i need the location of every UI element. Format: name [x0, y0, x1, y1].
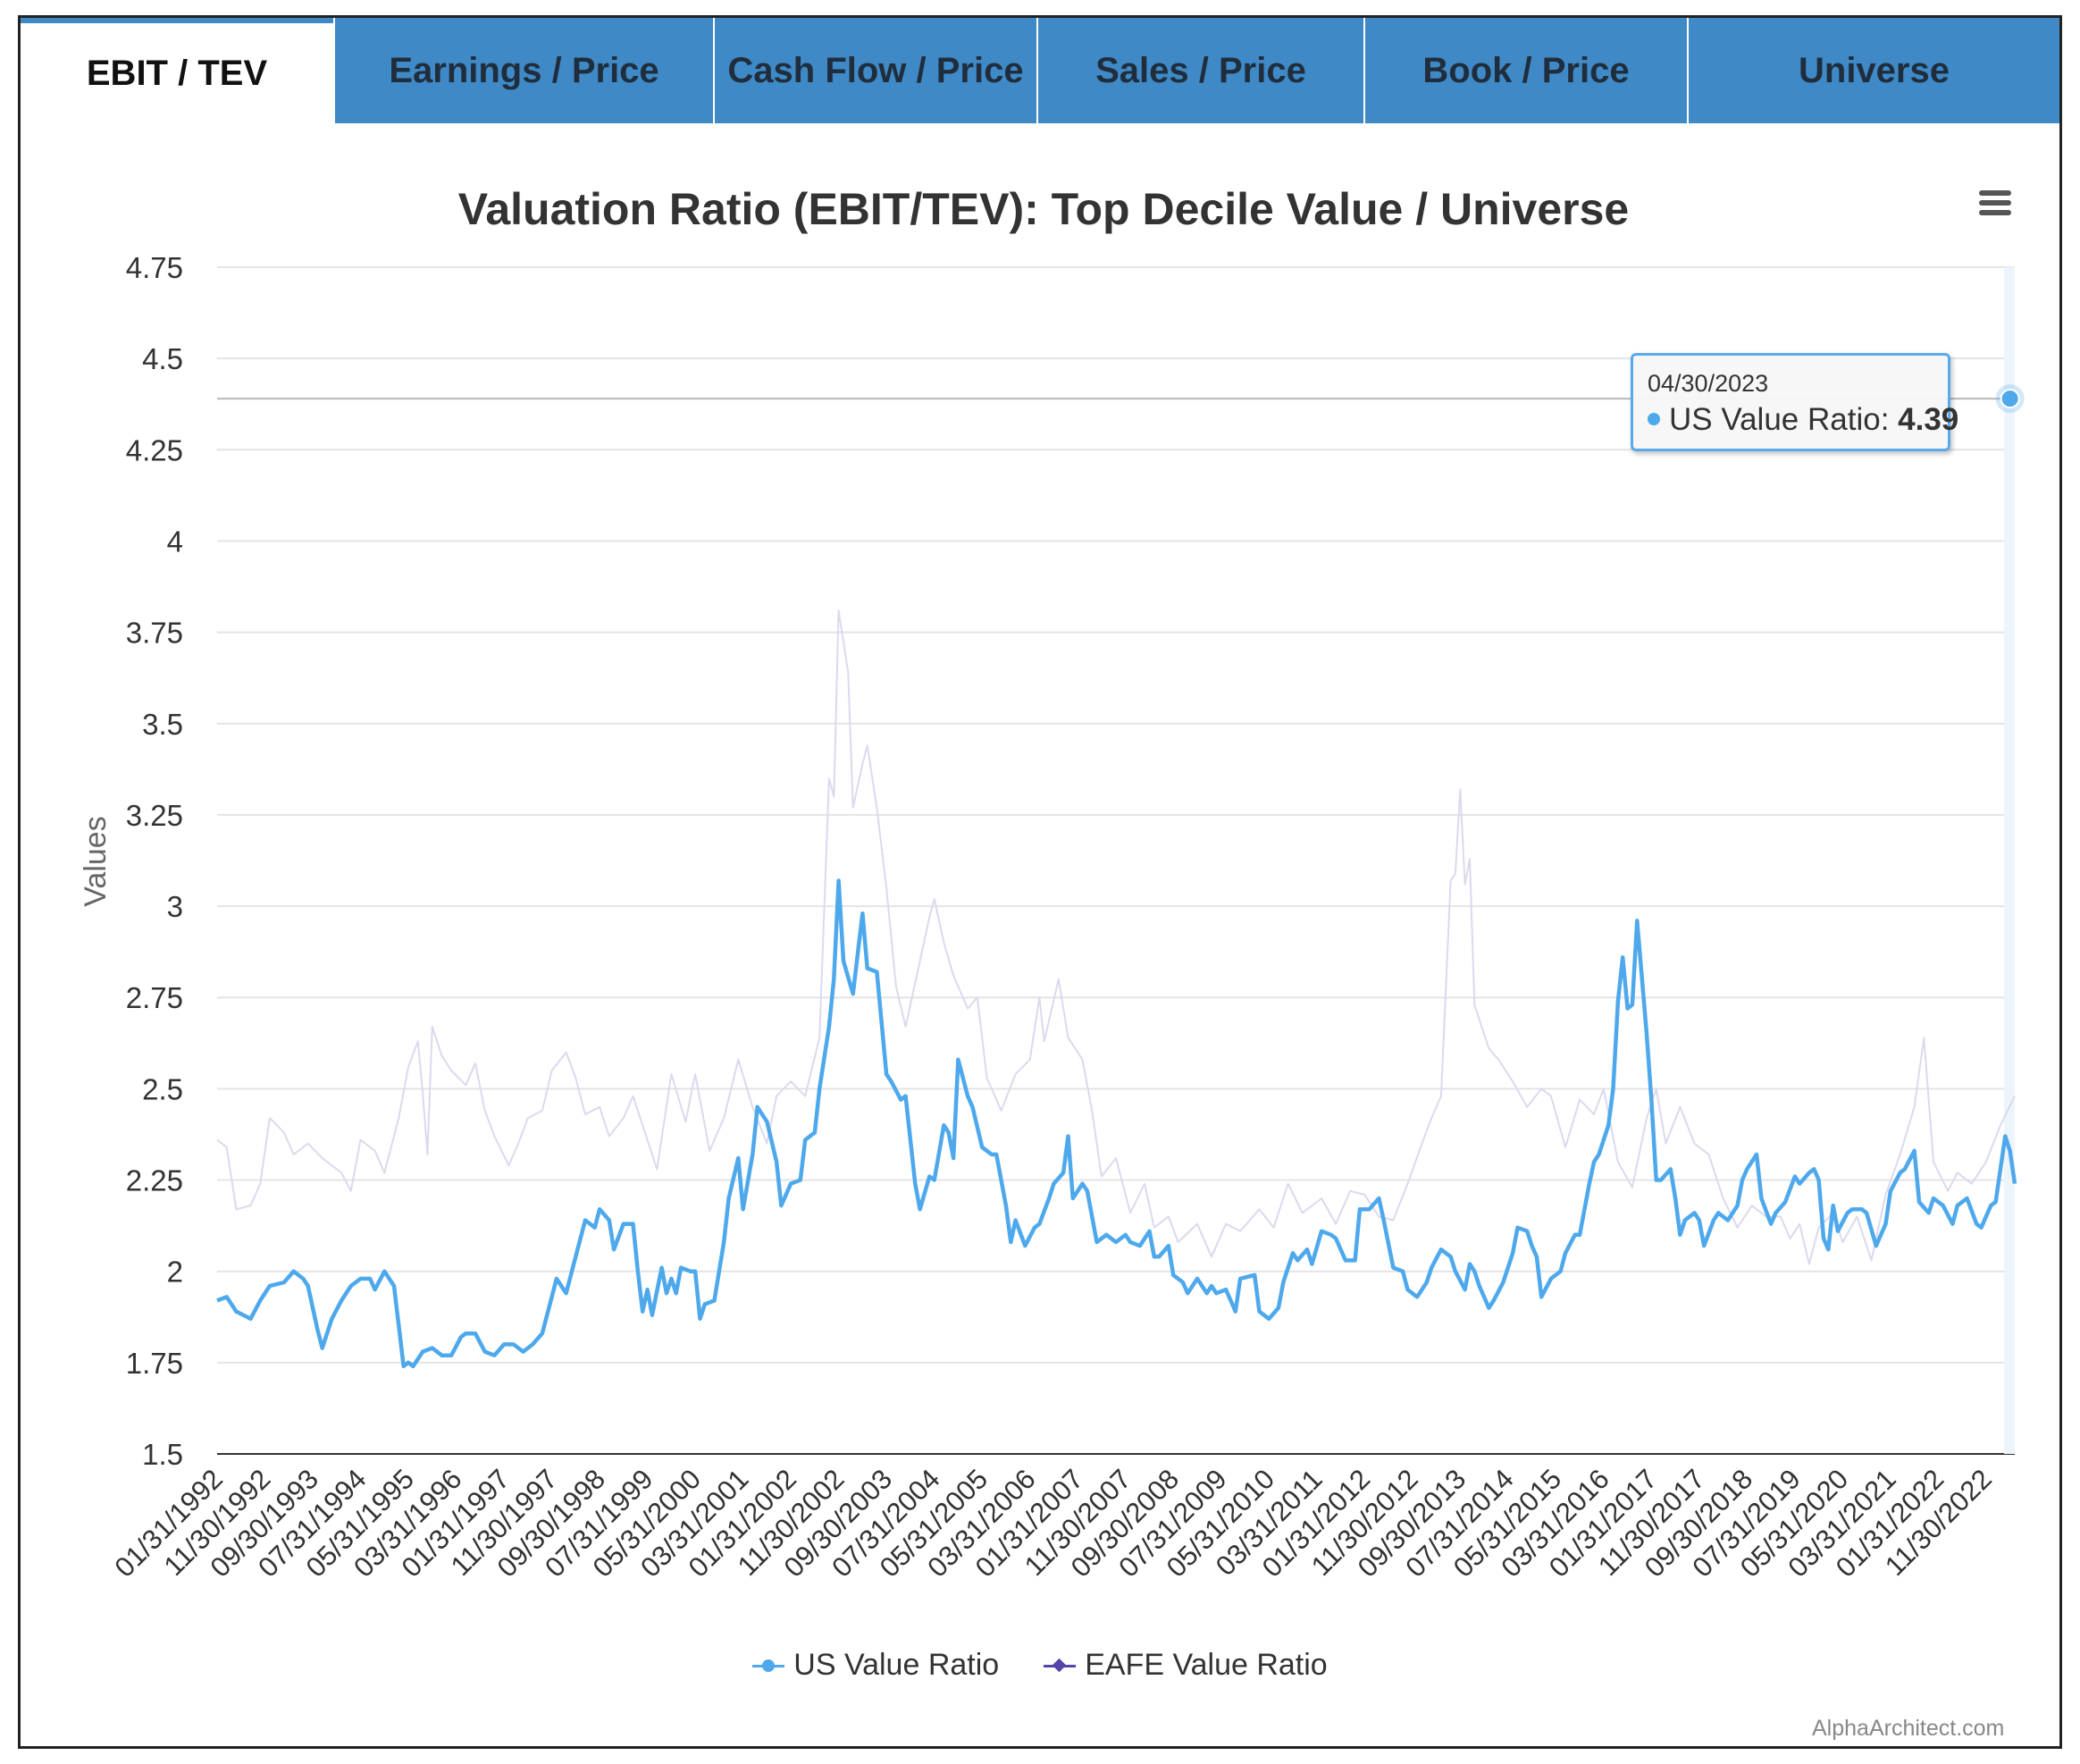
y-tick-label: 3.25 — [126, 799, 183, 832]
y-tick-label: 3 — [167, 890, 183, 923]
hamburger-menu-icon[interactable] — [1973, 184, 2017, 225]
tab-book-price[interactable]: Book / Price — [1363, 18, 1687, 123]
series-line-eafe[interactable] — [216, 609, 2016, 1265]
series-line-us[interactable] — [216, 878, 2017, 1369]
tab-earnings-price[interactable]: Earnings / Price — [333, 18, 713, 123]
chart-svg: Valuation Ratio (EBIT/TEV): Top Decile V… — [79, 184, 2025, 1583]
legend-item-eafe[interactable]: EAFE Value Ratio — [1044, 1648, 1328, 1683]
tab-universe[interactable]: Universe — [1687, 18, 2059, 123]
grid-lines — [217, 266, 2015, 1455]
y-tick-label: 2.5 — [142, 1072, 183, 1105]
chart-legend: US Value Ratio EAFE Value Ratio — [21, 1648, 2059, 1683]
y-axis-title: Values — [79, 816, 113, 906]
y-tick-label: 4.25 — [126, 433, 183, 466]
legend-label-us: US Value Ratio — [793, 1648, 1000, 1682]
y-tick-label: 1.75 — [126, 1347, 183, 1380]
y-tick-label: 2 — [167, 1256, 183, 1289]
series-layer — [216, 267, 2025, 1454]
y-tick-label: 2.75 — [126, 981, 183, 1014]
y-tick-label: 3.75 — [126, 617, 183, 650]
tooltip-series-label: US Value Ratio: — [1669, 402, 1899, 437]
tab-ebit-tev[interactable]: EBIT / TEV — [21, 18, 333, 123]
legend-circle-marker-icon — [752, 1657, 785, 1675]
y-tick-label: 2.25 — [126, 1164, 183, 1197]
credits-link[interactable]: AlphaArchitect.com — [1812, 1716, 2005, 1741]
y-tick-label: 4 — [167, 525, 183, 558]
tab-bar: EBIT / TEV Earnings / Price Cash Flow / … — [21, 18, 2059, 123]
chart-title: Valuation Ratio (EBIT/TEV): Top Decile V… — [458, 184, 1629, 234]
x-axis-ticks: 01/31/199211/30/199209/30/199307/31/1994… — [108, 1463, 1997, 1583]
legend-item-us[interactable]: US Value Ratio — [752, 1648, 999, 1683]
y-axis-ticks: 1.5 1.75 2 2.25 2.5 2.75 3 3.25 3.5 3.75 4 4.25 4.5 4… — [126, 251, 183, 1471]
highlight-point[interactable] — [2000, 389, 2020, 409]
y-tick-label: 4.5 — [142, 342, 183, 375]
y-tick-label: 1.5 — [142, 1438, 183, 1471]
tab-sales-price[interactable]: Sales / Price — [1036, 18, 1363, 123]
tab-cash-flow-price[interactable]: Cash Flow / Price — [713, 18, 1036, 123]
hover-band — [2004, 267, 2015, 1454]
tooltip-row: US Value Ratio: 4.39 — [1648, 402, 1958, 438]
chart-area: Valuation Ratio (EBIT/TEV): Top Decile V… — [21, 123, 2059, 1746]
tooltip-series-dot-icon — [1648, 412, 1660, 425]
y-tick-label: 3.5 — [142, 708, 183, 741]
y-tick-label: 4.75 — [126, 251, 183, 284]
legend-diamond-marker-icon — [1044, 1657, 1077, 1675]
legend-label-eafe: EAFE Value Ratio — [1085, 1648, 1328, 1682]
chart-panel: EBIT / TEV Earnings / Price Cash Flow / … — [18, 15, 2062, 1749]
tooltip-value: 4.39 — [1898, 402, 1959, 437]
tooltip-date: 04/30/2023 — [1648, 370, 1769, 397]
data-tooltip: 04/30/2023 US Value Ratio: 4.39 — [1631, 353, 1958, 451]
